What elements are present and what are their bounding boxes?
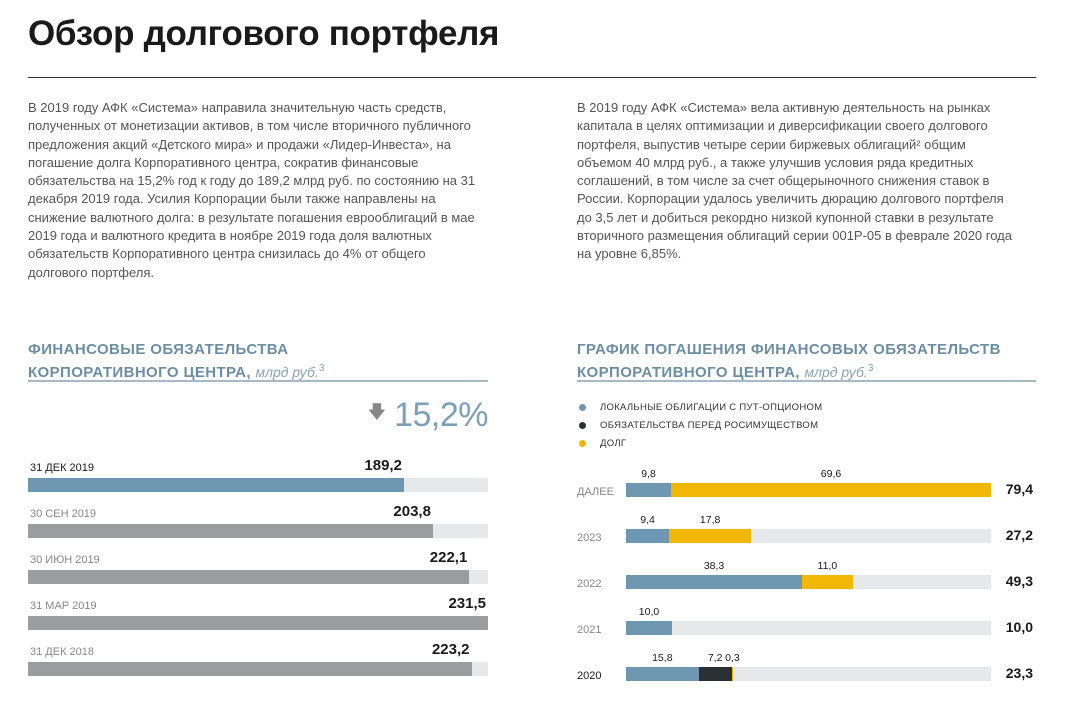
legend-label-rosimushchestvo: ОБЯЗАТЕЛЬСТВА ПЕРЕД РОСИМУЩЕСТВОМ — [600, 419, 819, 431]
change-indicator: 🡇 15,2% — [368, 393, 489, 437]
repayment-segment-value: 38,3 — [703, 560, 725, 572]
liabilities-bar-value: 203,8 — [393, 503, 431, 520]
liabilities-bar — [28, 524, 433, 538]
liabilities-bar-track — [28, 524, 488, 538]
liabilities-bar-row: 30 ИЮН 2019 222,1 — [28, 549, 488, 594]
repayment-bar-segment — [698, 667, 732, 681]
repayment-bar-segment — [626, 667, 699, 681]
title-divider — [28, 77, 1036, 78]
legend-dot-debt — [579, 439, 586, 447]
liabilities-bar-track — [28, 616, 488, 630]
repayment-bar-track: 9,8 69,6 — [626, 468, 991, 497]
liabilities-bar-value: 231,5 — [448, 595, 486, 612]
repayment-bar-label: 2023 — [577, 532, 602, 544]
repayment-legend: ЛОКАЛЬНЫЕ ОБЛИГАЦИИ С ПУТ-ОПЦИОНОМ ОБЯЗА… — [577, 398, 822, 452]
liabilities-bar — [28, 570, 470, 584]
repayment-bar-label: ДАЛЕЕ — [577, 486, 614, 498]
repayment-segment-value: 15,8 — [652, 652, 673, 664]
repayment-chart-title: ГРАФИК ПОГАШЕНИЯ ФИНАНСОВЫХ ОБЯЗАТЕЛЬСТВ… — [577, 340, 1001, 382]
repayment-bar-total: 49,3 — [1005, 573, 1033, 589]
liabilities-bar-label: 30 СЕН 2019 — [30, 508, 97, 520]
liabilities-bar-label: 31 ДЕК 2019 — [30, 462, 95, 474]
repayment-bar-segment — [626, 621, 672, 635]
repayment-title-line2: КОРПОРАТИВНОГО ЦЕНТРА, — [577, 364, 800, 381]
repayment-bar-row: 2020 15,8 7,2 0,3 23,3 — [577, 651, 1037, 691]
liabilities-title-line1: ФИНАНСОВЫЕ ОБЯЗАТЕЛЬСТВА — [28, 341, 289, 358]
repayment-bar-track: 38,3 11,0 — [626, 560, 991, 589]
repayment-chart-divider — [577, 380, 1036, 382]
liabilities-bar-value: 189,2 — [364, 457, 402, 474]
liabilities-title-line2: КОРПОРАТИВНОГО ЦЕНТРА, — [28, 364, 251, 381]
liabilities-bar-value: 223,2 — [431, 641, 470, 658]
repayment-segment-value: 69,6 — [820, 468, 842, 480]
legend-item-rosimushchestvo: ОБЯЗАТЕЛЬСТВА ПЕРЕД РОСИМУЩЕСТВОМ — [577, 416, 822, 434]
repayment-segment-value: 9,8 — [641, 468, 656, 480]
repayment-bar-row: 2023 9,4 17,8 27,2 — [577, 513, 1037, 553]
legend-item-debt: ДОЛГ — [577, 434, 822, 452]
page-title: Обзор долгового портфеля — [28, 14, 500, 53]
liabilities-bar-row: 30 СЕН 2019 203,8 — [28, 503, 488, 548]
legend-item-bonds: ЛОКАЛЬНЫЕ ОБЛИГАЦИИ С ПУТ-ОПЦИОНОМ — [577, 398, 822, 416]
repayment-footnote: 3 — [867, 363, 874, 374]
liabilities-bar-row: 31 МАР 2019 231,5 — [28, 595, 488, 640]
repayment-bar-track: 15,8 7,2 0,3 — [626, 652, 991, 681]
repayment-segment-value: 7,2 — [707, 652, 723, 664]
repayment-unit: млрд руб. — [804, 364, 868, 380]
liabilities-bar-label: 31 МАР 2019 — [30, 600, 97, 612]
liabilities-bar — [28, 662, 472, 676]
repayment-bar-label: 2020 — [577, 670, 602, 682]
repayment-bar-label: 2021 — [577, 624, 602, 636]
repayment-segment-value: 10,0 — [638, 606, 660, 618]
intro-paragraph-left: В 2019 году АФК «Система» направила знач… — [28, 100, 476, 280]
repayment-title-line1: ГРАФИК ПОГАШЕНИЯ ФИНАНСОВЫХ ОБЯЗАТЕЛЬСТВ — [577, 341, 1001, 358]
liabilities-bar — [28, 616, 488, 630]
repayment-bar-row: ДАЛЕЕ 9,8 69,6 79,4 — [577, 467, 1037, 507]
repayment-bar-segment — [731, 667, 734, 681]
repayment-bar-total: 27,2 — [1005, 527, 1033, 543]
liabilities-unit: млрд руб. — [255, 364, 319, 380]
liabilities-chart-title: ФИНАНСОВЫЕ ОБЯЗАТЕЛЬСТВА КОРПОРАТИВНОГО … — [28, 340, 325, 382]
liabilities-bar-row: 31 ДЕК 2018 223,2 — [28, 641, 488, 686]
intro-paragraph-right: В 2019 году АФК «Система» вела активную … — [577, 100, 1012, 262]
repayment-bar-segment — [626, 575, 803, 589]
liabilities-bar-value: 222,1 — [429, 549, 468, 566]
repayment-bar-total: 10,0 — [1005, 619, 1033, 635]
repayment-bar-row: 2021 10,0 10,0 — [577, 605, 1037, 645]
legend-dot-bonds — [579, 403, 586, 411]
repayment-bar-segment — [671, 483, 991, 497]
repayment-bar-segment — [626, 529, 670, 543]
repayment-segment-value: 0,3 — [725, 652, 740, 664]
legend-label-debt: ДОЛГ — [600, 437, 627, 449]
repayment-bar-track: 10,0 — [626, 606, 991, 635]
liabilities-bar-track — [28, 662, 488, 676]
legend-dot-rosimushchestvo — [579, 421, 586, 429]
repayment-bar-total: 23,3 — [1005, 665, 1033, 681]
repayment-segment-value: 9,4 — [640, 514, 655, 526]
liabilities-chart-divider — [28, 380, 488, 382]
repayment-bar-total: 79,4 — [1005, 481, 1033, 497]
repayment-bar-segment — [669, 529, 752, 543]
legend-label-bonds: ЛОКАЛЬНЫЕ ОБЛИГАЦИИ С ПУТ-ОПЦИОНОМ — [600, 401, 823, 413]
arrow-down-icon: 🡇 — [367, 402, 387, 422]
liabilities-bar — [28, 478, 404, 492]
liabilities-bar-label: 30 ИЮН 2019 — [30, 554, 100, 566]
liabilities-bar-track — [28, 570, 488, 584]
liabilities-footnote: 3 — [318, 363, 325, 374]
liabilities-bar-track — [28, 478, 488, 492]
repayment-bar-segment — [802, 575, 853, 589]
repayment-bar-track: 9,4 17,8 — [626, 514, 991, 543]
repayment-bar-segment — [626, 483, 672, 497]
liabilities-bar-label: 31 ДЕК 2018 — [30, 646, 95, 658]
repayment-segment-value: 17,8 — [699, 514, 721, 526]
repayment-bar-row: 2022 38,3 11,0 49,3 — [577, 559, 1037, 599]
repayment-segment-value: 11,0 — [817, 560, 838, 572]
repayment-bar-label: 2022 — [577, 578, 602, 590]
liabilities-bar-row: 31 ДЕК 2019 189,2 — [28, 457, 488, 502]
change-percent: 15,2% — [394, 395, 488, 434]
